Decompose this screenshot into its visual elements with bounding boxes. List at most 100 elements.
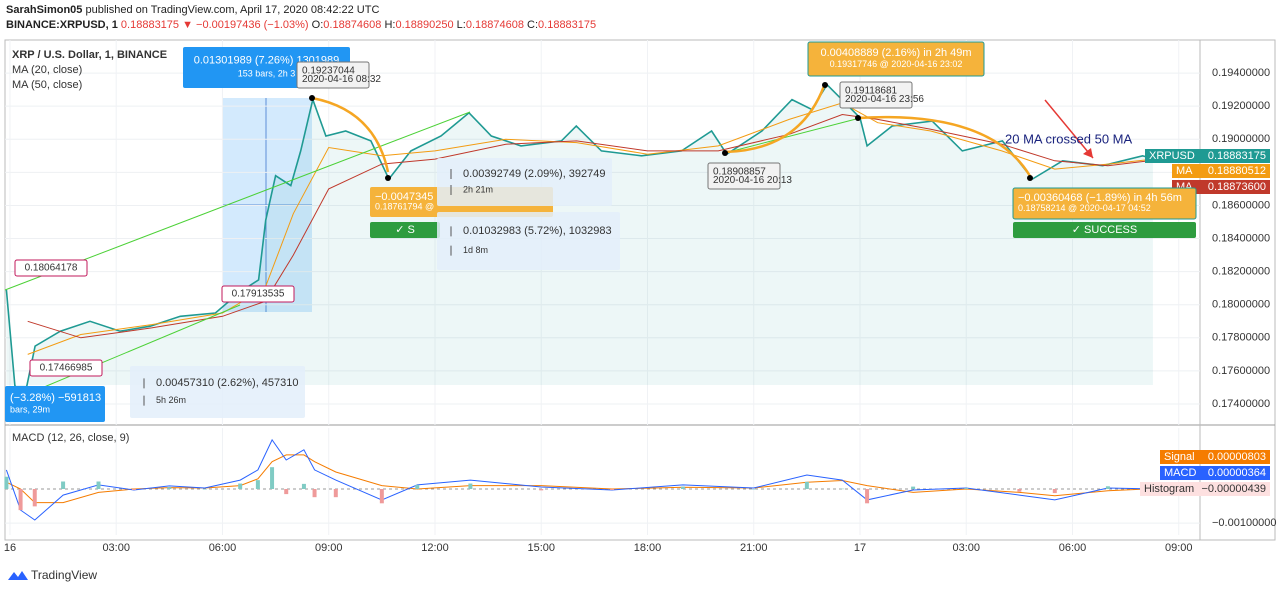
pointer-arrow xyxy=(1044,99,1094,159)
annotation-box xyxy=(839,81,913,109)
logo: TradingView xyxy=(8,568,97,582)
histogram-bar xyxy=(255,480,260,489)
axis-tag xyxy=(1160,450,1270,464)
point xyxy=(822,82,828,88)
annotation-text: 0.17913535 xyxy=(232,289,285,300)
annotation-text: 0.19118681 xyxy=(845,85,898,96)
annotation-box xyxy=(1012,187,1197,220)
x-tick-label: 15:00 xyxy=(527,542,555,554)
histogram-bar xyxy=(539,488,544,491)
histogram-bar xyxy=(32,488,37,507)
annotation-text: 0.18064178 xyxy=(25,263,78,274)
histogram-bar xyxy=(379,488,384,504)
x-tick-label: 09:00 xyxy=(315,542,343,554)
brand: TradingView xyxy=(31,568,97,582)
annotation-box xyxy=(130,366,305,418)
histogram-bar xyxy=(284,488,289,495)
point xyxy=(855,115,861,121)
histogram-bar xyxy=(964,487,969,489)
point xyxy=(309,95,315,101)
annotation-text: 0.17466985 xyxy=(40,363,93,374)
annotation-text: 153 bars, 2h 3 xyxy=(238,69,296,79)
annotation-text: 2020-04-16 20:13 xyxy=(713,175,792,186)
annotation-text: 0.00392749 (2.09%), 392749 xyxy=(463,168,606,180)
axis-tag-name: MA xyxy=(1176,165,1193,177)
histogram-bar xyxy=(610,488,615,491)
annotation-text: 0.18761794 @ xyxy=(375,201,434,211)
change: ▼ −0.00197436 (−1.03%) xyxy=(182,19,309,31)
annotation-text: 5h 26m xyxy=(156,395,186,405)
ohlc-label: O: xyxy=(311,19,324,31)
y-tick-label: 0.18000000 xyxy=(1212,299,1270,311)
axis-tag-value: 0.18880512 xyxy=(1208,165,1266,177)
axis-tag-value: 0.18883175 xyxy=(1208,150,1266,162)
histogram-bar xyxy=(1105,486,1110,489)
annotation-box xyxy=(1013,222,1196,238)
y-tick-label: −0.00100000 xyxy=(1212,517,1277,529)
ohlc-value: 0.18883175 xyxy=(538,19,597,31)
pointer-arrow-head xyxy=(1083,148,1093,158)
ohlc-value: 0.18874608 xyxy=(323,19,382,31)
series-line xyxy=(27,113,1155,339)
annotation-text: 0.19317746 @ 2020-04-16 23:02 xyxy=(830,59,963,69)
y-tick-label: 0.17600000 xyxy=(1212,365,1270,377)
annotation-text: 0.00408889 (2.16%) in 2h 49m xyxy=(820,47,971,59)
logo-mark xyxy=(8,571,28,580)
histogram-bar xyxy=(202,488,207,490)
annotation-text: ✓ S xyxy=(395,224,415,236)
arrow xyxy=(724,85,826,154)
annotation-text: 0.01032983 (5.72%), 1032983 xyxy=(463,225,612,237)
ohlc-label: C: xyxy=(527,19,539,31)
indicator-title: MACD (12, 26, close, 9) xyxy=(12,432,129,444)
histogram-bar xyxy=(680,486,685,489)
histogram-bar xyxy=(167,487,172,489)
axis-tag xyxy=(1140,482,1270,496)
header-line-1: SarahSimon05 published on TradingView.co… xyxy=(6,3,596,18)
histogram-bar xyxy=(751,488,756,490)
x-tick-label: 03:00 xyxy=(952,542,980,554)
histogram-bar xyxy=(1017,488,1022,492)
axis-tag-name: Signal xyxy=(1164,451,1195,463)
y-tick-label: 0.18200000 xyxy=(1212,266,1270,278)
axis-tag xyxy=(1145,149,1270,163)
annotation-box xyxy=(437,158,612,206)
x-tick-label: 16 xyxy=(4,542,16,554)
histogram-bar xyxy=(1052,488,1057,494)
annotation-text: 20 MA crossed 50 MA xyxy=(1005,131,1132,146)
histogram-bar xyxy=(238,483,243,489)
x-tick-label: 18:00 xyxy=(634,542,662,554)
histogram-bar xyxy=(840,488,845,490)
header: SarahSimon05 published on TradingView.co… xyxy=(6,3,596,33)
last-price: 0.18883175 xyxy=(120,19,180,31)
y-tick-label: 0.19400000 xyxy=(1212,67,1270,79)
x-tick-label: 06:00 xyxy=(1059,542,1087,554)
legend-entry: MA (50, close) xyxy=(12,79,82,91)
y-tick-label: 0.17800000 xyxy=(1212,332,1270,344)
axis-tag xyxy=(1160,466,1270,480)
point xyxy=(1027,175,1033,181)
ohlc-value: 0.18890250 xyxy=(395,19,454,31)
axis-tag-value: 0.00000803 xyxy=(1208,451,1266,463)
histogram-bar xyxy=(333,488,338,498)
data-layer: 0.17400000 0.17600000 0.17800000 0.18000000… xyxy=(4,40,1277,554)
annotation-text: 2020-04-16 23:56 xyxy=(845,94,924,105)
annotation-text: 0.19237044 xyxy=(302,65,355,76)
x-tick-label: 09:00 xyxy=(1165,542,1193,554)
annotation-text: ✓ SUCCESS xyxy=(1072,224,1137,236)
histogram-bar xyxy=(4,476,9,489)
ohlc-value: 0.18874608 xyxy=(465,19,524,31)
annotation-box xyxy=(296,61,370,89)
histogram-bar xyxy=(270,467,275,489)
ohlc-label: L: xyxy=(456,19,466,31)
point xyxy=(385,175,391,181)
annotation-box xyxy=(221,285,295,303)
y-tick-label: 0.17400000 xyxy=(1212,398,1270,410)
annotation-box xyxy=(807,41,985,77)
published: published on TradingView.com, April 17, … xyxy=(85,4,380,16)
histogram-bar xyxy=(131,488,136,491)
legend: XRP / U.S. Dollar, 1, BINANCE MA (20, cl… xyxy=(12,49,167,444)
axis-tag-name: Histogram xyxy=(1144,483,1194,495)
annotation-box xyxy=(5,386,105,422)
axis-tag-value: −0.00000439 xyxy=(1201,483,1266,495)
